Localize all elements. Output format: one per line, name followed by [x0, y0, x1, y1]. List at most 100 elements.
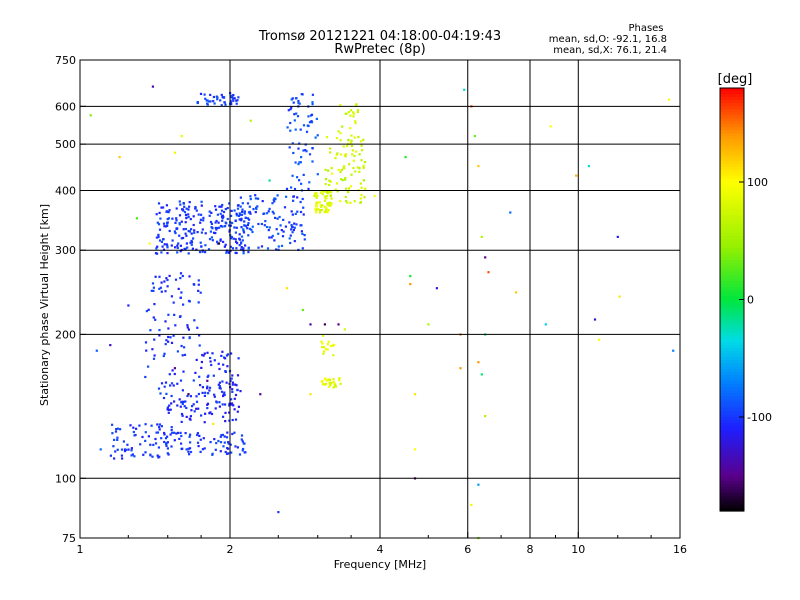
colorbar-segment — [720, 326, 744, 331]
colorbar-segment — [720, 223, 744, 228]
data-point — [221, 219, 224, 222]
data-point — [184, 400, 187, 403]
data-point — [338, 378, 341, 381]
colorbar-segment — [720, 290, 744, 295]
data-point — [169, 433, 172, 436]
data-point — [199, 92, 203, 95]
data-point — [202, 216, 205, 219]
data-point — [199, 450, 202, 453]
data-point — [248, 227, 251, 230]
colorbar-segment — [720, 489, 744, 494]
data-point — [328, 179, 331, 182]
data-point — [331, 344, 334, 347]
data-point — [190, 243, 193, 246]
data-point — [207, 374, 210, 377]
data-point — [151, 282, 155, 285]
data-point — [302, 213, 305, 216]
data-point — [166, 278, 169, 282]
data-point — [191, 247, 194, 250]
data-point — [230, 214, 233, 217]
colorbar-segment — [720, 263, 744, 267]
colorbar-segment — [720, 172, 744, 177]
data-point — [201, 353, 204, 357]
data-point — [260, 222, 263, 226]
data-point — [231, 221, 234, 225]
colorbar-segment — [720, 368, 744, 373]
data-point — [170, 428, 173, 432]
data-point — [216, 96, 219, 99]
colorbar-segment — [720, 217, 744, 222]
data-point — [233, 226, 236, 229]
data-point — [186, 324, 189, 327]
data-point — [172, 334, 175, 337]
colorbar-segment — [720, 145, 744, 150]
data-point — [298, 142, 301, 145]
data-point — [211, 239, 214, 242]
data-point — [268, 207, 271, 210]
data-point — [224, 221, 227, 224]
data-point — [182, 303, 185, 306]
colorbar-segment — [720, 302, 744, 307]
data-point — [297, 99, 300, 103]
data-point — [190, 228, 193, 231]
data-point — [215, 401, 218, 404]
data-point — [179, 296, 182, 299]
data-point — [153, 303, 156, 306]
data-point — [289, 241, 292, 245]
colorbar-segment — [720, 372, 744, 376]
colorbar-segment — [720, 362, 744, 367]
data-point — [185, 234, 188, 237]
data-point — [356, 110, 359, 114]
data-point — [360, 186, 363, 189]
data-point — [299, 210, 303, 214]
data-point — [228, 224, 231, 227]
data-point — [170, 394, 173, 398]
data-point — [329, 383, 332, 386]
data-point — [173, 439, 176, 442]
data-point — [231, 402, 234, 405]
data-point — [359, 197, 362, 200]
data-point — [241, 202, 244, 205]
data-point — [234, 393, 238, 397]
data-point — [229, 443, 232, 446]
data-point — [247, 222, 250, 225]
data-point — [330, 197, 333, 200]
data-point — [200, 366, 203, 369]
data-point — [334, 385, 337, 388]
colorbar-segment — [720, 323, 744, 328]
data-point — [435, 287, 438, 290]
data-point — [354, 120, 357, 123]
data-point — [187, 229, 190, 233]
data-point — [230, 94, 233, 97]
data-point — [282, 218, 285, 221]
data-point — [165, 277, 168, 280]
data-point — [109, 454, 112, 457]
data-point — [229, 245, 232, 248]
data-point — [277, 511, 280, 514]
data-point — [338, 377, 341, 380]
data-point — [242, 229, 245, 232]
colorbar-segment — [720, 148, 744, 153]
data-point — [350, 144, 354, 148]
data-point — [275, 248, 278, 251]
data-point — [359, 182, 362, 185]
data-point — [216, 240, 219, 243]
colorbar-segment — [720, 112, 744, 116]
data-point — [160, 251, 163, 254]
data-point — [220, 434, 223, 437]
data-point — [224, 103, 227, 106]
data-point — [323, 377, 326, 380]
data-point — [235, 212, 238, 215]
data-point — [195, 209, 198, 212]
data-point — [315, 205, 318, 208]
data-point — [167, 408, 170, 411]
data-point — [113, 457, 116, 460]
colorbar-segment — [720, 441, 744, 446]
data-point — [210, 363, 213, 367]
data-point — [298, 102, 301, 105]
data-point — [183, 211, 187, 214]
data-point — [187, 393, 190, 396]
data-point — [354, 170, 357, 173]
data-point — [192, 223, 195, 227]
data-point — [325, 379, 328, 382]
